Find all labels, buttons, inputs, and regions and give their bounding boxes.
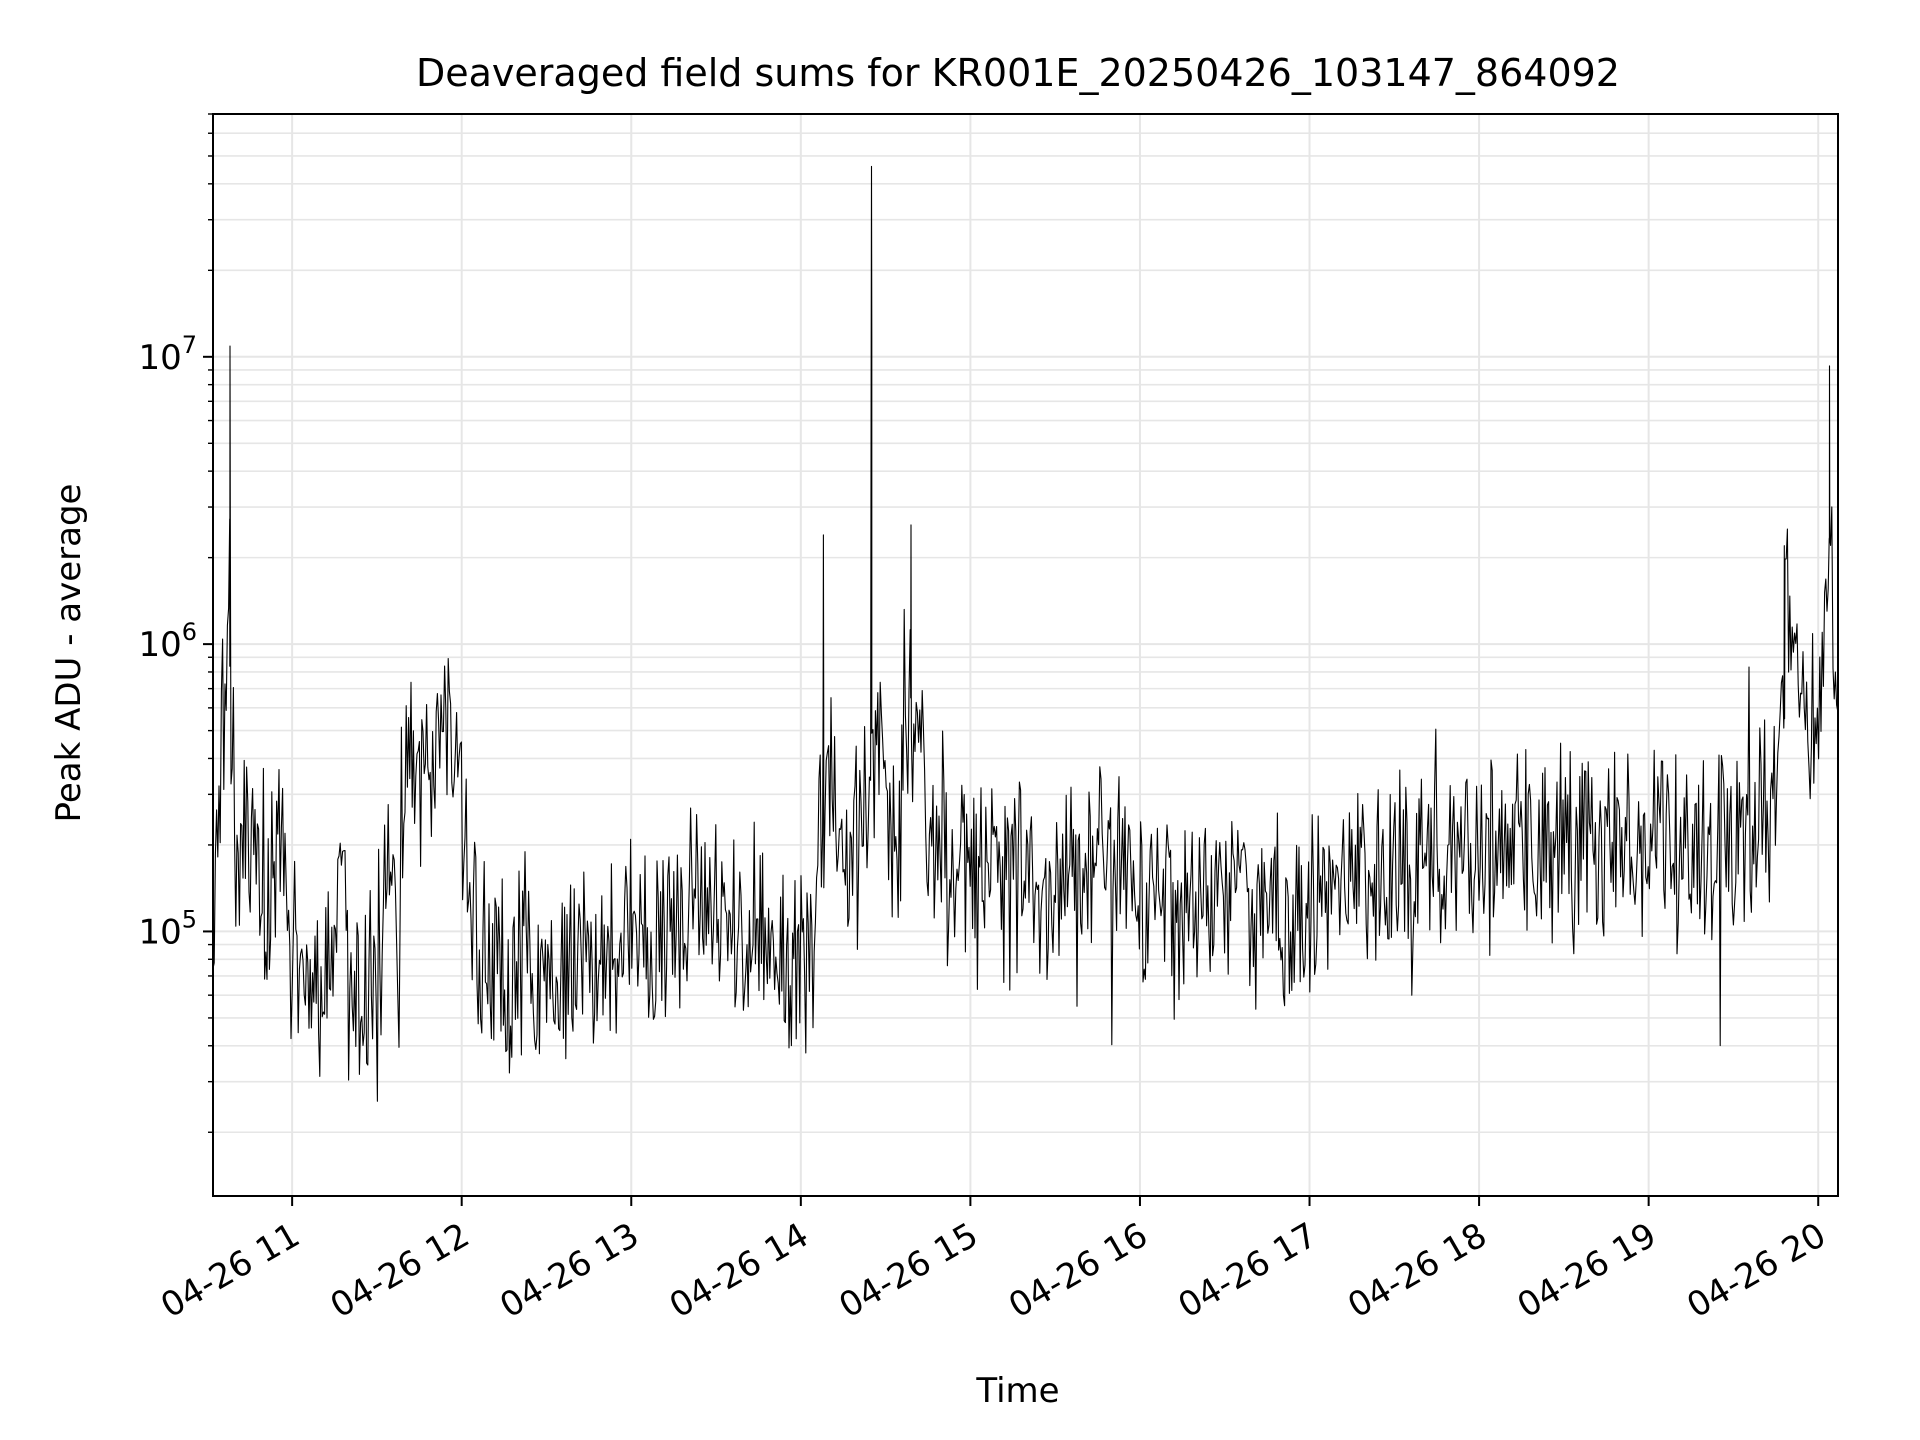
- y-tick-label: 105: [138, 905, 197, 952]
- x-gridlines: [291, 114, 1820, 1196]
- y-tick-label: 107: [138, 331, 197, 378]
- y-axis-label: Peak ADU - average: [49, 484, 89, 823]
- y-tick-label: 106: [138, 618, 197, 665]
- series-line: [212, 165, 1839, 1102]
- y-gridlines: [213, 113, 1838, 1134]
- chart-title: Deaveraged field sums for KR001E_2025042…: [416, 51, 1620, 95]
- y-axis: 105 106 107: [138, 113, 213, 1133]
- plot-area-frame: [212, 113, 1839, 1197]
- x-axis-label: Time: [975, 1371, 1059, 1411]
